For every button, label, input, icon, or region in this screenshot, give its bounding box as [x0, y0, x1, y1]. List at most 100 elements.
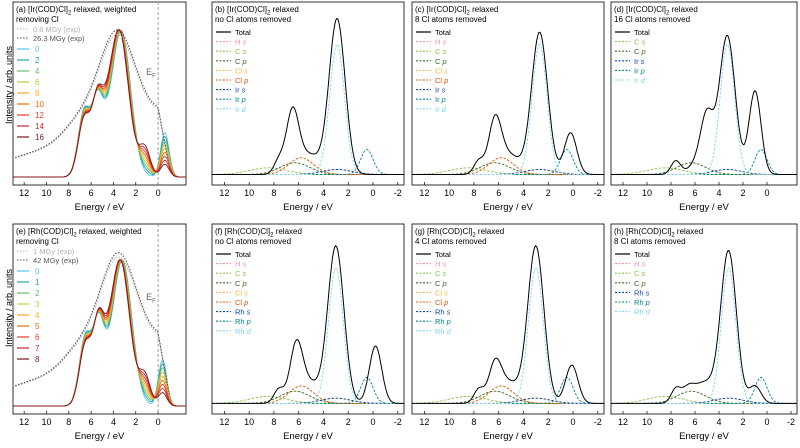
x-tick-label: 4 — [111, 188, 116, 198]
legend-label-orbital: p — [442, 76, 448, 85]
x-tick-label: -2 — [594, 188, 602, 198]
legend-label: C s — [634, 269, 646, 278]
legend-label-element: C — [435, 279, 441, 288]
legend-label: Rh d — [634, 308, 651, 317]
legend-label-orbital: s — [440, 260, 446, 269]
legend-label: 1 — [35, 278, 40, 287]
x-tick-label: 8 — [66, 188, 71, 198]
panel-title: (b) [Ir(COD)Cl]2 relaxed — [215, 5, 299, 17]
legend-label: C p — [634, 47, 646, 56]
legend-label-orbital: s — [639, 269, 645, 278]
legend-label-element: C — [435, 57, 441, 66]
legend-label: 16 — [35, 133, 44, 142]
x-tick-label: 12 — [419, 188, 429, 198]
legend-label: 5 — [35, 322, 40, 331]
legend-label: Cl s — [235, 66, 248, 75]
x-tick-label: 8 — [471, 417, 476, 427]
legend-label-element: C — [634, 269, 640, 278]
pdos-curve-rh-d — [412, 267, 604, 404]
legend-label-orbital: p — [644, 298, 650, 307]
legend-label: Ir s — [435, 86, 446, 95]
pdos-curve-rh-s — [212, 397, 404, 404]
panel-title-text: relaxed — [273, 227, 301, 236]
panel-title-text: relaxed — [675, 227, 703, 236]
calc-curve-8 — [13, 258, 186, 407]
legend-label-element: C — [235, 47, 241, 56]
legend-label-element: Rh — [634, 298, 644, 307]
x-tick-label: 8 — [271, 417, 276, 427]
legend-label: Rh s — [435, 308, 451, 317]
legend-label-orbital: p — [242, 298, 248, 307]
legend-label: Rh s — [634, 288, 650, 297]
x-tick-label: 8 — [66, 417, 71, 427]
legend-label-orbital: p — [240, 57, 246, 66]
x-axis-label: Energy / eV — [679, 431, 729, 442]
x-tick-label: 10 — [642, 417, 652, 427]
legend-label-orbital: s — [242, 288, 248, 297]
fermi-level-label-subscript: F — [152, 299, 156, 305]
legend-label: Cl s — [435, 288, 448, 297]
legend-label: H s — [235, 260, 247, 269]
legend-label-orbital: p — [639, 47, 645, 56]
x-tick-label: -2 — [394, 417, 402, 427]
legend-label: 12 — [35, 111, 44, 120]
legend-label-element: Ir — [634, 66, 639, 75]
legend-label: 7 — [35, 344, 40, 353]
x-tick-label: 2 — [740, 188, 745, 198]
x-tick-label: 6 — [496, 417, 501, 427]
panel-title-text: (a) [Ir(COD)Cl] — [16, 5, 68, 14]
panel-subtitle: removing Cl — [16, 237, 59, 246]
x-tick-label: 6 — [89, 417, 94, 427]
legend-label: 10 — [35, 100, 44, 109]
x-tick-label: 0 — [571, 188, 576, 198]
legend-label-orbital: s — [639, 57, 645, 66]
exp-curve — [15, 29, 170, 166]
y-axis-label-bottom: Intensity / arb. units — [4, 268, 14, 348]
panel-frame — [211, 223, 405, 415]
legend-label-orbital: s — [240, 38, 246, 47]
legend-label-element: H — [235, 38, 240, 47]
pdos-curve-c-p — [212, 390, 404, 404]
x-tick-label: 10 — [444, 188, 454, 198]
panel-title-subscript: 2 — [666, 11, 670, 17]
legend-label: 0 — [35, 267, 40, 276]
pdos-curve-ir-p — [611, 149, 797, 175]
x-tick-label: 0 — [371, 417, 376, 427]
legend-label-element: Total — [435, 28, 451, 37]
x-tick-label: 10 — [41, 417, 51, 427]
panel-subtitle: 4 Cl atoms removed — [415, 237, 487, 246]
x-tick-label: 6 — [692, 188, 697, 198]
pdos-curve-total — [212, 17, 404, 175]
legend-label: 2 — [35, 56, 40, 65]
panel-title-subscript: 2 — [671, 233, 675, 239]
legend-label-orbital: d — [440, 105, 447, 114]
x-axis-label: Energy / eV — [483, 431, 533, 442]
legend-label-element: Ir — [435, 86, 440, 95]
panel-subtitle: no Cl atoms removed — [215, 237, 291, 246]
legend-label-orbital: s — [442, 66, 448, 75]
panel-frame — [610, 1, 798, 186]
exp-curve — [15, 252, 170, 395]
legend-label: C p — [235, 57, 247, 66]
x-tick-label: 0 — [156, 417, 161, 427]
panel-title-subscript: 2 — [467, 11, 471, 17]
legend-label: H s — [435, 260, 447, 269]
legend-label-element: Ir — [235, 105, 240, 114]
fermi-level-label: EF — [146, 292, 156, 305]
x-tick-label: 12 — [419, 417, 429, 427]
panel-title-text: (c) [Ir(COD)Cl] — [415, 5, 467, 14]
legend-label-orbital: s — [440, 86, 446, 95]
legend-label-element: Cl — [435, 76, 442, 85]
panel-title-text: (d) [Ir(COD)Cl] — [614, 5, 666, 14]
legend-label-orbital: p — [639, 66, 645, 75]
legend-label: Cl s — [435, 66, 448, 75]
pdos-curve-ir-d — [611, 44, 797, 175]
legend-label-orbital: s — [240, 47, 246, 56]
legend-label: Ir p — [634, 66, 645, 75]
legend-label: 4 — [35, 311, 40, 320]
